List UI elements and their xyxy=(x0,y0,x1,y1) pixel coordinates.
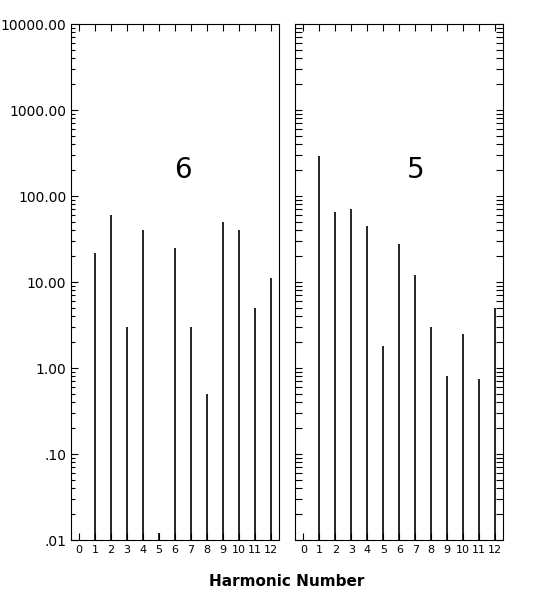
Text: 5: 5 xyxy=(406,156,424,184)
Text: Harmonic Number: Harmonic Number xyxy=(210,575,365,589)
Text: 6: 6 xyxy=(174,156,192,184)
